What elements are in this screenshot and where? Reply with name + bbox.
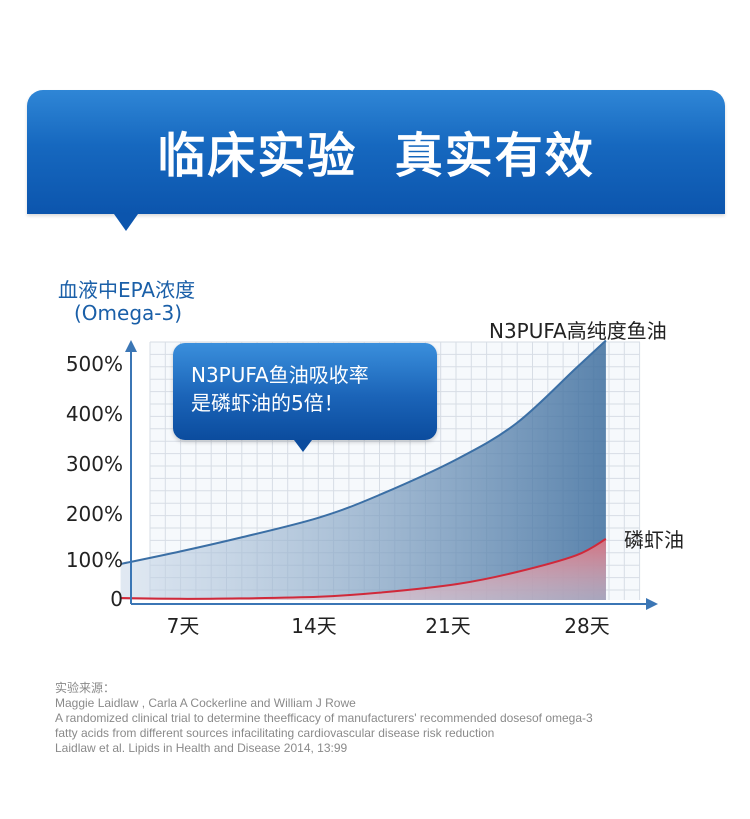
banner-pointer xyxy=(114,214,138,231)
area-fish-oil xyxy=(120,340,606,600)
area-krill-oil xyxy=(120,538,606,600)
chart: 血液中EPA浓度 (Omega-3) 0 100% 200% 300% 400% 500%… xyxy=(58,278,684,638)
x-axis-arrow xyxy=(646,598,658,610)
y-tick-label: 0 xyxy=(110,587,123,611)
line-fish-oil xyxy=(120,339,607,565)
source-line: Maggie Laidlaw , Carla A Cockerline and … xyxy=(55,696,356,710)
callout-line-2: 是磷虾油的5倍！ xyxy=(191,391,344,415)
y-tick-labels: 0 100% 200% 300% 400% 500% xyxy=(66,352,123,611)
x-tick-labels: 7天 14天 21天 28天 xyxy=(167,614,610,638)
y-axis-sublabel: (Omega-3) xyxy=(74,301,182,325)
callout-pointer xyxy=(294,440,312,452)
source-line: Laidlaw et al. Lipids in Health and Dise… xyxy=(55,741,348,755)
x-tick-label: 21天 xyxy=(425,614,470,638)
source-citation: 实验来源： Maggie Laidlaw , Carla A Cockerlin… xyxy=(55,681,725,756)
x-tick-label: 28天 xyxy=(564,614,609,638)
y-tick-label: 400% xyxy=(66,402,123,426)
x-tick-label: 14天 xyxy=(291,614,336,638)
source-line: fatty acids from different sources infac… xyxy=(55,726,495,740)
header-title: 临床实验 真实有效 xyxy=(157,128,595,184)
callout-text: N3PUFA鱼油吸收率 是磷虾油的5倍！ xyxy=(191,361,427,417)
series-label-fish-oil: N3PUFA高纯度鱼油 xyxy=(489,319,667,343)
source-heading: 实验来源： xyxy=(55,681,116,695)
chart-axes xyxy=(125,340,658,610)
chart-lines xyxy=(120,339,607,600)
source-line: A randomized clinical trial to determine… xyxy=(55,711,593,725)
series-label-krill-oil: 磷虾油 xyxy=(624,528,684,552)
chart-areas xyxy=(120,340,606,600)
y-tick-label: 300% xyxy=(66,452,123,476)
line-krill-oil xyxy=(120,538,607,600)
header-banner: 临床实验 真实有效 xyxy=(27,90,725,214)
callout-line-1: N3PUFA鱼油吸收率 xyxy=(191,363,369,387)
y-axis-label: 血液中EPA浓度 xyxy=(58,278,195,302)
callout-box: N3PUFA鱼油吸收率 是磷虾油的5倍！ xyxy=(173,343,437,440)
y-tick-label: 500% xyxy=(66,352,123,376)
y-tick-label: 100% xyxy=(66,548,123,572)
x-tick-label: 7天 xyxy=(167,614,200,638)
y-tick-label: 200% xyxy=(66,502,123,526)
y-axis-arrow xyxy=(125,340,137,352)
